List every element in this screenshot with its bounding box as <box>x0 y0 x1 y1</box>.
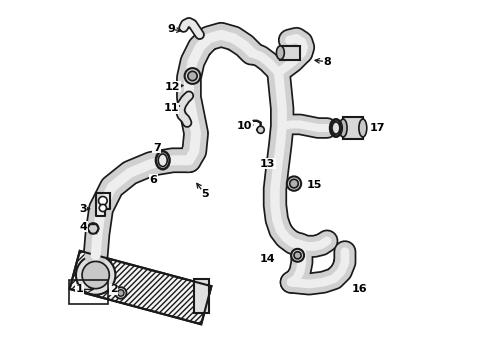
Circle shape <box>293 252 301 259</box>
Bar <box>280 45 300 60</box>
Text: 1: 1 <box>76 284 83 294</box>
Circle shape <box>115 287 126 299</box>
Text: 6: 6 <box>149 175 157 185</box>
Text: 4: 4 <box>79 222 87 231</box>
Bar <box>69 251 211 324</box>
Text: 9: 9 <box>167 24 175 35</box>
Circle shape <box>187 71 197 81</box>
Circle shape <box>82 261 109 289</box>
Ellipse shape <box>331 122 339 134</box>
Bar <box>194 279 208 313</box>
Text: 15: 15 <box>306 180 322 190</box>
Ellipse shape <box>158 154 167 167</box>
Text: 14: 14 <box>260 254 275 264</box>
Text: 11: 11 <box>163 103 179 113</box>
Text: 7: 7 <box>152 143 160 153</box>
Text: 10: 10 <box>236 121 252 131</box>
Circle shape <box>290 249 304 262</box>
Circle shape <box>99 204 106 212</box>
Text: 13: 13 <box>260 159 275 169</box>
Ellipse shape <box>276 46 284 59</box>
Bar <box>343 117 362 139</box>
Text: 2: 2 <box>109 284 117 294</box>
Text: 17: 17 <box>368 123 384 133</box>
Bar <box>69 280 108 304</box>
Text: 8: 8 <box>323 57 330 67</box>
Text: 16: 16 <box>351 284 366 294</box>
Text: 12: 12 <box>164 82 180 92</box>
Ellipse shape <box>358 119 366 137</box>
Circle shape <box>289 179 298 188</box>
Circle shape <box>184 68 200 84</box>
Circle shape <box>257 126 264 134</box>
Circle shape <box>286 176 301 191</box>
Ellipse shape <box>339 119 346 137</box>
Circle shape <box>99 197 107 205</box>
Circle shape <box>76 255 115 295</box>
Circle shape <box>88 223 99 234</box>
Text: 5: 5 <box>201 189 208 199</box>
Text: 3: 3 <box>79 204 87 214</box>
Bar <box>69 251 211 324</box>
Circle shape <box>117 290 124 296</box>
